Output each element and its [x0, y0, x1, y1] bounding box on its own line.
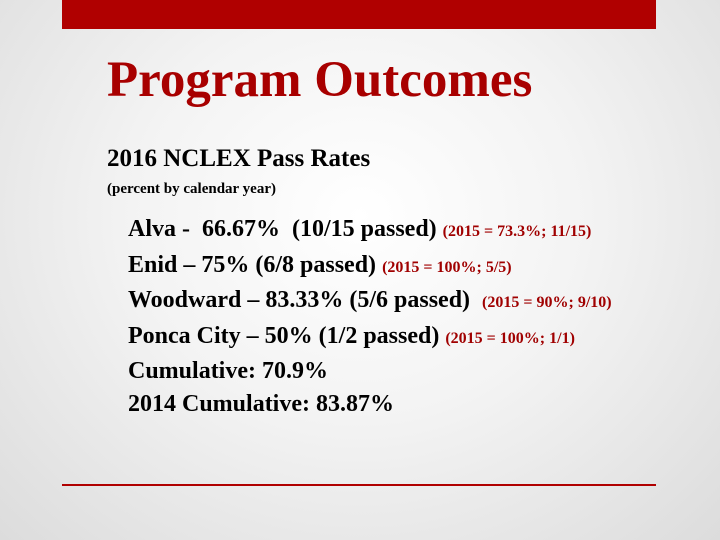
bottom-divider — [62, 484, 656, 486]
pass-rate-list: Alva - 66.67% (10/15 passed) (2015 = 73.… — [128, 213, 612, 421]
list-item-cumulative: Cumulative: 70.9% — [128, 355, 612, 388]
prior-year-note: (2015 = 100%; 1/1) — [445, 329, 575, 347]
list-item-woodward: Woodward – 83.33% (5/6 passed) (2015 = 9… — [128, 284, 612, 320]
section-subtitle: (percent by calendar year) — [107, 181, 276, 197]
item-text: Alva - 66.67% (10/15 passed) — [128, 216, 443, 242]
list-item-alva: Alva - 66.67% (10/15 passed) (2015 = 73.… — [128, 213, 612, 249]
top-accent-bar — [62, 0, 656, 29]
item-text: Ponca City – 50% (1/2 passed) — [128, 322, 446, 349]
slide-title: Program Outcomes — [107, 52, 533, 108]
prior-year-note: (2015 = 90%; 9/10) — [482, 294, 612, 312]
list-item-ponca-city: Ponca City – 50% (1/2 passed) (2015 = 10… — [128, 320, 612, 356]
item-text: 2014 Cumulative: 83.87% — [128, 390, 394, 417]
prior-year-note: (2015 = 100%; 5/5) — [382, 258, 512, 276]
list-item-2014-cumulative: 2014 Cumulative: 83.87% — [128, 388, 612, 421]
item-text: Woodward – 83.33% (5/6 passed) — [128, 287, 483, 314]
prior-year-note: (2015 = 73.3%; 11/15) — [442, 223, 592, 240]
section-heading: 2016 NCLEX Pass Rates — [107, 145, 371, 172]
item-text: Cumulative: 70.9% — [128, 358, 328, 385]
item-text: Enid – 75% (6/8 passed) — [128, 251, 383, 278]
list-item-enid: Enid – 75% (6/8 passed) (2015 = 100%; 5/… — [128, 249, 612, 285]
